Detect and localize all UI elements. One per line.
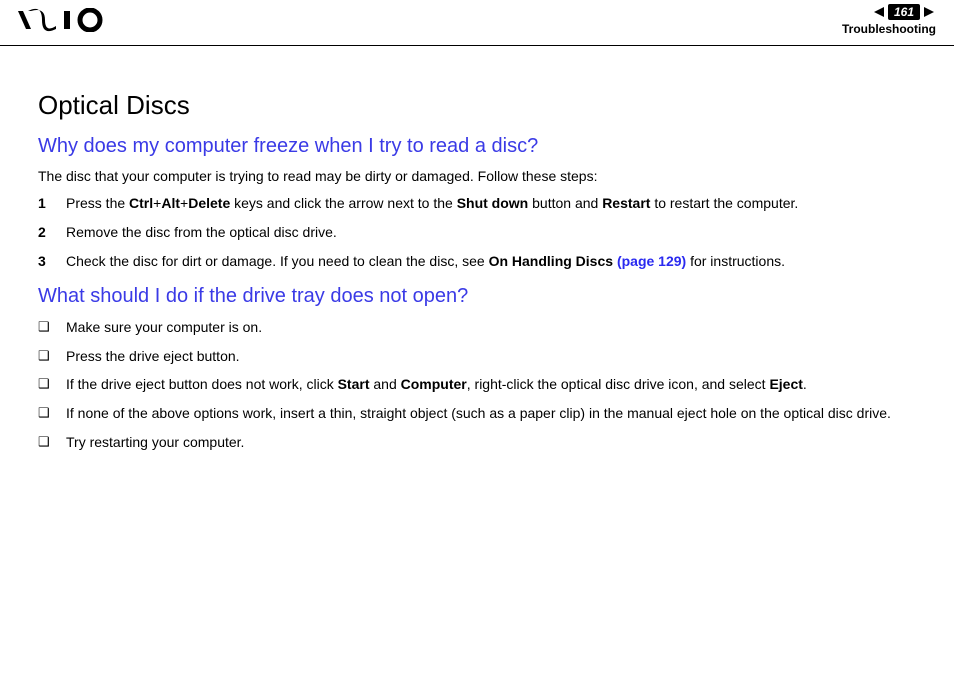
text-run: Check the disc for dirt or damage. If yo… (66, 253, 489, 269)
page-number-badge: 161 (888, 4, 920, 20)
section-heading-freeze: Why does my computer freeze when I try t… (38, 135, 916, 158)
page-nav: 161 Troubleshooting (842, 4, 936, 36)
step-number: 3 (38, 252, 66, 271)
box-bullet-icon: ❑ (38, 347, 66, 366)
step-number: 1 (38, 194, 66, 213)
header-section-label: Troubleshooting (842, 22, 936, 36)
ui-name: Computer (401, 376, 467, 392)
text-run: for instructions. (686, 253, 785, 269)
key-name: Ctrl (129, 195, 153, 211)
list-item-text: Make sure your computer is on. (66, 318, 262, 337)
page-header: 161 Troubleshooting (0, 0, 954, 46)
list-item: ❑ Press the drive eject button. (38, 347, 916, 366)
text-run: + (180, 195, 188, 211)
section1-intro: The disc that your computer is trying to… (38, 168, 916, 184)
next-page-arrow-icon[interactable] (922, 5, 936, 19)
section-heading-tray: What should I do if the drive tray does … (38, 285, 916, 308)
list-item: ❑ If none of the above options work, ins… (38, 404, 916, 423)
step-item: 3 Check the disc for dirt or damage. If … (38, 252, 916, 271)
steps-list: 1 Press the Ctrl+Alt+Delete keys and cli… (38, 194, 916, 271)
text-run: Press the (66, 195, 129, 211)
box-bullet-icon: ❑ (38, 433, 66, 452)
cross-ref-label: On Handling Discs (489, 253, 617, 269)
step-text: Check the disc for dirt or damage. If yo… (66, 252, 785, 271)
ui-name: Start (338, 376, 370, 392)
page-title: Optical Discs (38, 90, 916, 121)
box-bullet-icon: ❑ (38, 375, 66, 394)
list-item: ❑ If the drive eject button does not wor… (38, 375, 916, 394)
box-bullet-icon: ❑ (38, 318, 66, 337)
page: 161 Troubleshooting Optical Discs Why do… (0, 0, 954, 674)
text-run: keys and click the arrow next to the (230, 195, 456, 211)
step-item: 2 Remove the disc from the optical disc … (38, 223, 916, 242)
vaio-logo (18, 8, 110, 37)
list-item-text: If none of the above options work, inser… (66, 404, 891, 423)
key-name: Delete (188, 195, 230, 211)
cross-ref-page-link[interactable]: (page 129) (617, 253, 686, 269)
text-run: and (369, 376, 400, 392)
ui-name: Restart (602, 195, 650, 211)
list-item-text: If the drive eject button does not work,… (66, 375, 807, 394)
step-text: Remove the disc from the optical disc dr… (66, 223, 337, 242)
step-item: 1 Press the Ctrl+Alt+Delete keys and cli… (38, 194, 916, 213)
text-run: , right-click the optical disc drive ico… (467, 376, 770, 392)
list-item: ❑ Make sure your computer is on. (38, 318, 916, 337)
list-item-text: Press the drive eject button. (66, 347, 240, 366)
key-name: Alt (161, 195, 180, 211)
list-item: ❑ Try restarting your computer. (38, 433, 916, 452)
bullet-list: ❑ Make sure your computer is on. ❑ Press… (38, 318, 916, 452)
text-run: to restart the computer. (650, 195, 798, 211)
ui-name: Eject (769, 376, 802, 392)
text-run: . (803, 376, 807, 392)
ui-name: Shut down (457, 195, 529, 211)
page-content: Optical Discs Why does my computer freez… (0, 46, 954, 452)
text-run: button and (528, 195, 602, 211)
step-text: Press the Ctrl+Alt+Delete keys and click… (66, 194, 798, 213)
prev-page-arrow-icon[interactable] (872, 5, 886, 19)
step-number: 2 (38, 223, 66, 242)
text-run: If the drive eject button does not work,… (66, 376, 338, 392)
box-bullet-icon: ❑ (38, 404, 66, 423)
list-item-text: Try restarting your computer. (66, 433, 244, 452)
